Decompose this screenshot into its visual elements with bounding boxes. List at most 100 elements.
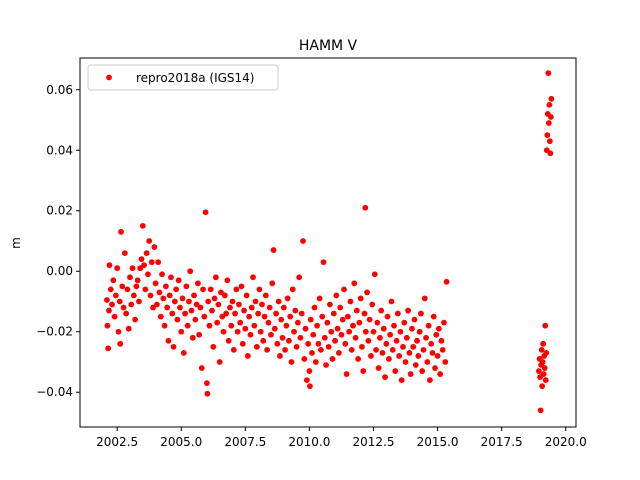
data-point (424, 359, 431, 365)
data-point (288, 359, 295, 365)
data-point (200, 286, 206, 293)
data-point (342, 340, 349, 347)
data-point (341, 286, 347, 293)
data-point (337, 304, 344, 311)
data-point (428, 340, 435, 347)
data-point (437, 371, 444, 377)
data-point (538, 346, 545, 353)
data-point (125, 325, 132, 332)
data-point (179, 295, 186, 302)
data-point (259, 301, 265, 308)
data-point (391, 322, 397, 329)
data-point (433, 331, 440, 338)
data-point (114, 265, 121, 272)
data-point (174, 316, 181, 323)
data-point (228, 322, 235, 329)
data-point (442, 359, 449, 365)
data-point (112, 292, 119, 299)
data-point (540, 371, 547, 377)
data-point (143, 250, 150, 256)
data-point (546, 138, 553, 145)
data-point (121, 250, 128, 256)
data-point (155, 259, 162, 266)
data-point (230, 346, 237, 353)
data-point (141, 262, 147, 269)
data-point (175, 277, 182, 284)
data-point (183, 283, 190, 290)
data-point (221, 292, 228, 299)
data-point (357, 295, 364, 302)
x-tick-label: 2012.5 (352, 435, 394, 449)
data-point (344, 313, 351, 320)
data-point (306, 368, 313, 374)
data-point (426, 377, 433, 384)
data-point (303, 377, 310, 384)
data-point (134, 277, 141, 284)
legend-label: repro2018a (IGS14) (136, 71, 254, 85)
data-point (182, 310, 189, 317)
data-point (109, 301, 115, 308)
data-point (542, 377, 549, 384)
data-point (438, 337, 445, 344)
data-point (539, 383, 546, 390)
y-tick-label: 0.04 (46, 143, 73, 157)
data-point (116, 298, 123, 305)
data-point (184, 322, 191, 329)
x-tick-label: 2020.0 (545, 435, 587, 449)
data-point (439, 346, 446, 353)
data-point (170, 343, 177, 350)
data-point (347, 298, 354, 305)
data-point (264, 346, 271, 353)
data-point (329, 356, 336, 362)
data-point (350, 322, 356, 329)
data-point (416, 328, 423, 335)
data-point (128, 301, 135, 308)
data-point (420, 346, 427, 353)
data-point (177, 304, 183, 311)
data-point (356, 319, 363, 326)
data-point (269, 280, 276, 287)
data-point (157, 313, 164, 320)
data-point (443, 278, 450, 285)
data-point (180, 350, 187, 356)
data-point (360, 368, 367, 374)
data-point (297, 334, 304, 341)
data-point (346, 328, 353, 335)
data-point (171, 298, 178, 305)
data-point (147, 292, 154, 299)
data-point (225, 337, 232, 344)
data-point (210, 343, 217, 350)
data-point (289, 286, 296, 293)
data-point (545, 70, 552, 77)
data-point (214, 319, 221, 326)
data-point (410, 343, 417, 350)
data-point (280, 304, 287, 311)
data-point (146, 238, 153, 244)
data-point (305, 340, 312, 347)
data-point (123, 310, 130, 317)
data-point (107, 286, 114, 293)
data-point (377, 334, 383, 341)
data-point (227, 304, 233, 311)
data-point (401, 319, 408, 326)
data-point (307, 383, 313, 390)
data-point (547, 114, 554, 120)
data-point (400, 343, 406, 350)
data-point (316, 295, 323, 302)
data-point (106, 307, 112, 314)
data-point (110, 277, 117, 284)
data-point (203, 380, 210, 387)
data-point (325, 343, 332, 350)
data-point (136, 298, 142, 305)
data-point (111, 313, 118, 320)
data-point (142, 286, 149, 293)
data-point (343, 371, 350, 377)
data-point (243, 292, 250, 299)
data-point (434, 353, 441, 359)
data-point (201, 313, 208, 320)
data-point (104, 322, 111, 329)
data-point (319, 313, 326, 320)
data-point (266, 304, 273, 311)
data-point (139, 222, 146, 229)
data-point (409, 325, 415, 332)
